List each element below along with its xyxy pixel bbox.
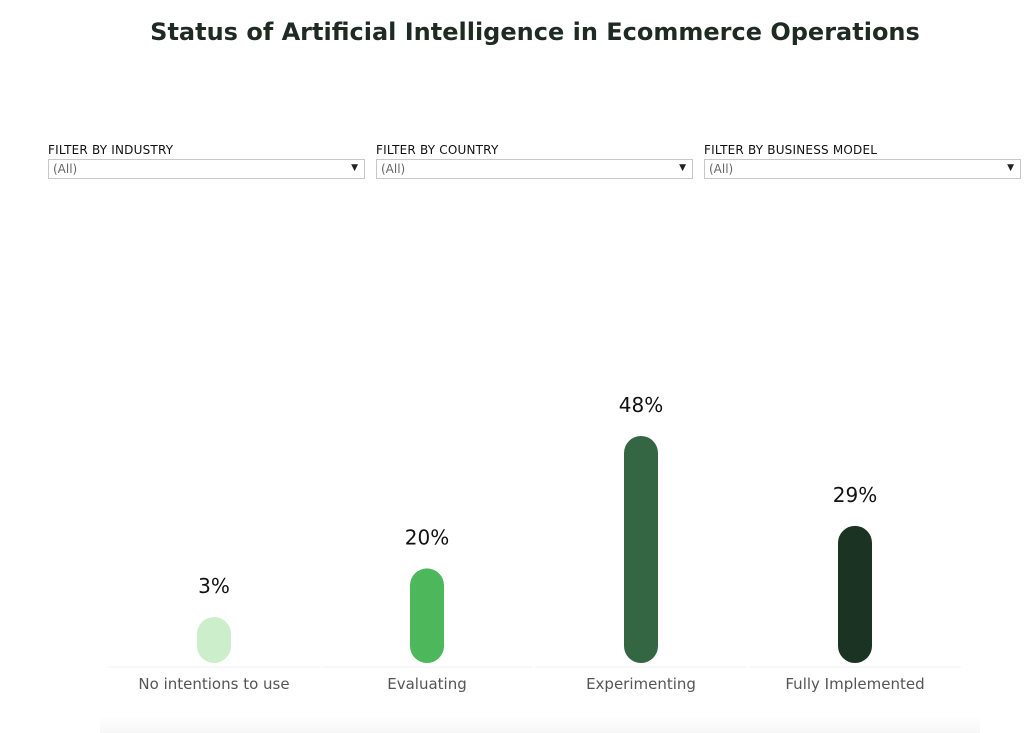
- business-model-select[interactable]: (All) ▼: [704, 159, 1021, 179]
- category-label: Evaluating: [387, 675, 467, 693]
- industry-select-value: (All): [53, 162, 78, 176]
- data-label: 48%: [619, 393, 663, 417]
- industry-select[interactable]: (All) ▼: [48, 159, 365, 179]
- caret-down-icon: ▼: [1007, 163, 1014, 173]
- footer-shadow: [100, 716, 980, 733]
- data-label: 3%: [198, 574, 230, 598]
- caret-down-icon: ▼: [679, 163, 686, 173]
- business-model-select-value: (All): [709, 162, 734, 176]
- filter-industry: FILTER BY INDUSTRY (All) ▼: [48, 143, 365, 179]
- filter-business-model: FILTER BY BUSINESS MODEL (All) ▼: [704, 143, 1021, 179]
- filter-business-model-label: FILTER BY BUSINESS MODEL: [704, 143, 878, 157]
- data-label: 29%: [833, 483, 877, 507]
- bar[interactable]: [838, 525, 872, 663]
- category-label: No intentions to use: [138, 675, 289, 693]
- bar[interactable]: [197, 617, 231, 663]
- bar-chart: 3% No intentions to use 20% Evaluating 48% Ex…: [108, 393, 961, 693]
- filter-country-label: FILTER BY COUNTRY: [376, 143, 499, 157]
- caret-down-icon: ▼: [351, 163, 358, 173]
- filter-country: FILTER BY COUNTRY (All) ▼: [376, 143, 693, 179]
- page-title: Status of Artificial Intelligence in Eco…: [150, 18, 920, 46]
- bar[interactable]: [410, 568, 444, 663]
- category-label: Fully Implemented: [785, 675, 924, 693]
- filter-industry-label: FILTER BY INDUSTRY: [48, 143, 174, 157]
- country-select[interactable]: (All) ▼: [376, 159, 693, 179]
- bar[interactable]: [624, 436, 658, 663]
- country-select-value: (All): [381, 162, 406, 176]
- data-label: 20%: [405, 525, 449, 549]
- category-label: Experimenting: [586, 675, 696, 693]
